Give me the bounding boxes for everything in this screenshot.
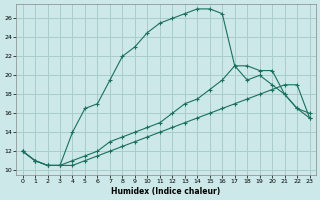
X-axis label: Humidex (Indice chaleur): Humidex (Indice chaleur) (111, 187, 221, 196)
